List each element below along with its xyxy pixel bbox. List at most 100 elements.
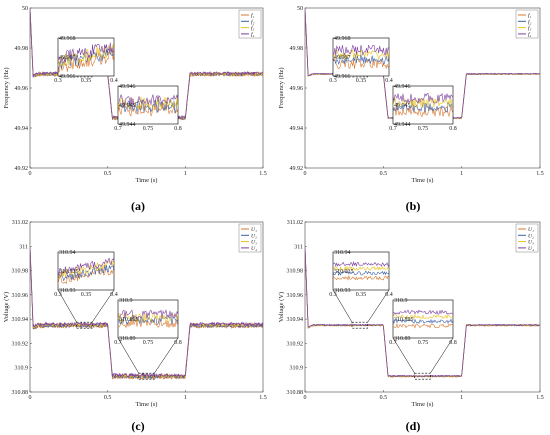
zoom-inset-2: 0.7 0.75 0.8 310.89 310.895 310.9 bbox=[114, 298, 182, 380]
x-tick-label: 1 bbox=[460, 395, 463, 401]
zoom-traces bbox=[118, 309, 178, 329]
zoom-y-tick-label: 49.945 bbox=[119, 103, 136, 109]
series-line-4 bbox=[30, 246, 263, 378]
zoom-series-line-1 bbox=[333, 58, 389, 70]
y-axis-label: Frequency (Hz) bbox=[3, 68, 10, 109]
zoom-x-tick-label: 0.35 bbox=[356, 78, 367, 84]
legend-label-1: f₁ bbox=[251, 12, 255, 19]
legend-label-4: U₄ bbox=[528, 246, 534, 252]
x-axis-label: Time (s) bbox=[136, 177, 158, 184]
zoom-connector bbox=[117, 337, 139, 374]
zoom-y-tick-label: 49.946 bbox=[394, 84, 411, 90]
y-tick-label: 310.98 bbox=[12, 269, 29, 275]
legend-label-3: f₃ bbox=[528, 25, 532, 32]
zoom-traces bbox=[393, 309, 453, 329]
zoom-series-line-4 bbox=[58, 42, 114, 64]
legend-label-3: U₃ bbox=[251, 240, 257, 246]
legend-label-1: U₁ bbox=[528, 227, 534, 233]
legend-label-2: U₂ bbox=[251, 233, 257, 239]
zoom-x-tick-label: 0.7 bbox=[114, 126, 122, 132]
zoom-x-tick-label: 0.35 bbox=[81, 292, 92, 298]
legend-label-4: f₄ bbox=[251, 31, 255, 38]
zoom-y-tick-label: 49.968 bbox=[59, 36, 76, 42]
y-tick-label: 310.88 bbox=[287, 390, 304, 396]
y-tick-label: 49.98 bbox=[290, 46, 304, 52]
zoom-connector bbox=[91, 289, 115, 323]
panel-label: (d) bbox=[406, 419, 421, 433]
y-tick-label: 310.92 bbox=[287, 341, 304, 347]
zoom-inset-2: 0.7 0.75 0.8 310.89 310.895 310.9 bbox=[389, 298, 457, 380]
zoom-traces bbox=[333, 261, 389, 281]
zoom-y-tick-label: 49.966 bbox=[334, 74, 351, 80]
y-tick-label: 49.96 bbox=[15, 86, 29, 92]
zoom-y-tick-label: 310.89 bbox=[119, 336, 136, 342]
zoom-y-tick-label: 49.967 bbox=[334, 55, 351, 61]
y-tick-label: 49.96 bbox=[290, 86, 304, 92]
x-axis-label: Time (s) bbox=[412, 401, 434, 408]
zoom-y-tick-label: 310.9 bbox=[119, 298, 133, 304]
legend-label-2: f₂ bbox=[528, 18, 532, 25]
panel-label: (a) bbox=[131, 199, 145, 213]
zoom-x-tick-label: 0.3 bbox=[54, 292, 62, 298]
y-tick-label: 311.02 bbox=[12, 220, 28, 226]
zoom-x-tick-label: 0.35 bbox=[81, 78, 92, 84]
zoom-x-tick-label: 0.3 bbox=[329, 292, 337, 298]
legend-box bbox=[515, 223, 539, 253]
zoom-region-marker bbox=[76, 321, 93, 329]
zoom-y-tick-label: 310.94 bbox=[334, 250, 351, 256]
y-tick-label: 49.94 bbox=[15, 126, 29, 132]
x-tick-label: 0.5 bbox=[104, 171, 112, 177]
zoom-region-marker bbox=[138, 372, 155, 380]
y-tick-label: 310.96 bbox=[12, 293, 29, 299]
y-tick-label: 310.98 bbox=[287, 269, 304, 275]
legend-label-3: f₃ bbox=[251, 25, 255, 32]
zoom-x-tick-label: 0.4 bbox=[385, 292, 393, 298]
legend-label-2: U₂ bbox=[528, 233, 534, 239]
legend-label-1: f₁ bbox=[528, 12, 532, 19]
zoom-traces bbox=[58, 42, 114, 73]
zoom-y-tick-label: 49.968 bbox=[334, 36, 351, 42]
zoom-series-line-4 bbox=[58, 257, 114, 276]
chart-panel-1: 0 0.5 1 1.5 49.92 49.94 49.96 49.98 50 Time (s) Fr… bbox=[3, 6, 267, 213]
y-tick-label: 311 bbox=[19, 244, 28, 250]
x-tick-label: 0.5 bbox=[380, 395, 388, 401]
legend-box bbox=[515, 9, 539, 39]
x-tick-label: 0.5 bbox=[104, 395, 112, 401]
zoom-x-tick-label: 0.8 bbox=[174, 340, 182, 346]
zoom-y-tick-label: 310.89 bbox=[394, 336, 411, 342]
zoom-y-tick-label: 310.9 bbox=[394, 298, 408, 304]
x-tick-label: 1.5 bbox=[259, 171, 267, 177]
y-tick-label: 311 bbox=[294, 244, 303, 250]
zoom-series-line-3 bbox=[333, 49, 389, 60]
zoom-box bbox=[117, 299, 179, 339]
zoom-series-line-1 bbox=[393, 322, 453, 329]
zoom-inset-2: 0.7 0.75 0.8 49.944 49.945 49.946 bbox=[389, 84, 457, 132]
zoom-connector bbox=[57, 289, 77, 323]
zoom-y-tick-label: 49.944 bbox=[394, 122, 411, 128]
zoom-x-tick-label: 0.4 bbox=[385, 78, 393, 84]
zoom-traces bbox=[393, 92, 453, 118]
zoom-x-tick-label: 0.75 bbox=[418, 126, 429, 132]
legend-label-1: U₁ bbox=[251, 227, 257, 233]
zoom-series-line-2 bbox=[393, 101, 453, 113]
zoom-x-tick-label: 0.75 bbox=[418, 340, 429, 346]
y-tick-label: 310.94 bbox=[287, 317, 304, 323]
zoom-x-tick-label: 0.75 bbox=[143, 126, 154, 132]
zoom-series-line-4 bbox=[118, 93, 178, 108]
x-axis-label: Time (s) bbox=[412, 177, 434, 184]
zoom-box bbox=[57, 251, 115, 291]
y-tick-label: 49.92 bbox=[290, 166, 304, 172]
zoom-series-line-2 bbox=[333, 270, 389, 277]
x-tick-label: 0 bbox=[304, 395, 307, 401]
zoom-inset-1: 0.3 0.35 0.4 310.93 310.935 310.94 bbox=[329, 250, 393, 329]
zoom-y-tick-label: 310.93 bbox=[59, 288, 76, 294]
zoom-y-tick-label: 49.945 bbox=[394, 103, 411, 109]
chart-panel-3: 0 0.5 1 1.5 310.88 310.9 310.92 310.94 310.96 310… bbox=[3, 220, 267, 433]
zoom-series-line-1 bbox=[333, 274, 389, 281]
x-tick-label: 0 bbox=[29, 395, 32, 401]
y-axis-label: Voltage (V) bbox=[3, 292, 10, 322]
legend-label-4: f₄ bbox=[528, 31, 532, 38]
y-tick-label: 310.96 bbox=[287, 293, 304, 299]
